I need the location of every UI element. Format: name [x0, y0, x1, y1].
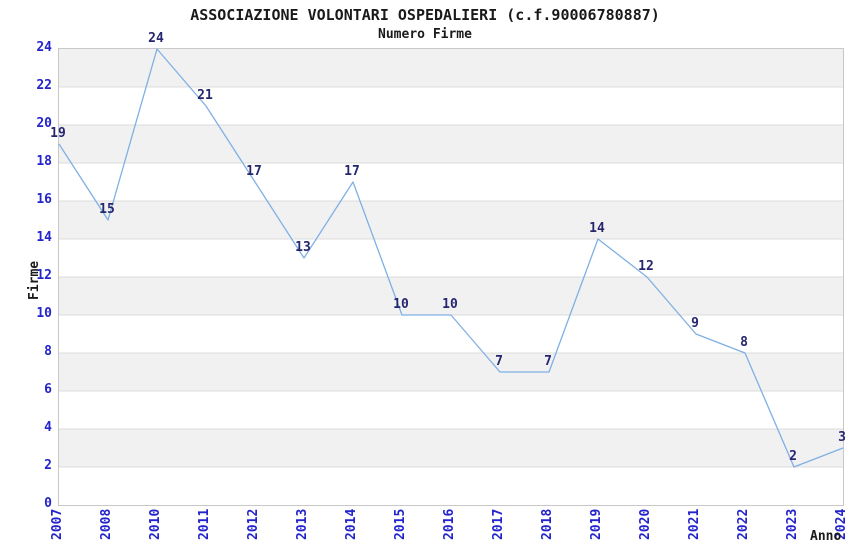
- plot-band: [59, 429, 843, 467]
- plot-band: [59, 49, 843, 87]
- data-point-label: 10: [442, 297, 458, 312]
- plot-band: [59, 315, 843, 353]
- y-tick-label: 4: [44, 420, 52, 435]
- y-tick-label: 24: [36, 40, 52, 55]
- y-tick-label: 6: [44, 382, 52, 397]
- y-tick-label: 2: [44, 458, 52, 473]
- data-point-label: 7: [544, 354, 552, 369]
- plot-band: [59, 163, 843, 201]
- y-tick-label: 8: [44, 344, 52, 359]
- chart-title: ASSOCIAZIONE VOLONTARI OSPEDALIERI (c.f.…: [190, 6, 660, 24]
- y-tick-label: 22: [36, 78, 52, 93]
- x-tick-label: 2010: [148, 508, 163, 540]
- y-tick-label: 10: [36, 306, 52, 321]
- plot-band: [59, 239, 843, 277]
- y-tick-label: 16: [36, 192, 52, 207]
- x-tick-label: 2008: [99, 508, 114, 540]
- plot-band: [59, 467, 843, 505]
- x-tick-label: 2019: [589, 508, 604, 540]
- plot-band: [59, 353, 843, 391]
- x-tick-label: 2023: [785, 508, 800, 540]
- x-tick-label: 2013: [295, 508, 310, 540]
- x-tick-label: 2014: [344, 508, 359, 540]
- x-tick-label: 2021: [687, 508, 702, 540]
- x-tick-label: 2015: [393, 508, 408, 540]
- x-axis-title: Anno: [810, 529, 842, 544]
- y-tick-label: 14: [36, 230, 52, 245]
- plot-area: [58, 48, 844, 506]
- y-tick-label: 12: [36, 268, 52, 283]
- data-point-label: 24: [148, 31, 164, 46]
- y-tick-label: 20: [36, 116, 52, 131]
- data-point-label: 15: [99, 202, 115, 217]
- data-point-label: 10: [393, 297, 409, 312]
- plot-band: [59, 201, 843, 239]
- line-chart-svg: [58, 48, 844, 505]
- plot-band: [59, 391, 843, 429]
- data-point-label: 13: [295, 240, 311, 255]
- data-point-label: 21: [197, 88, 213, 103]
- chart-subtitle: Numero Firme: [378, 27, 472, 42]
- data-point-label: 19: [50, 126, 66, 141]
- data-point-label: 3: [838, 430, 846, 445]
- x-tick-label: 2016: [442, 508, 457, 540]
- plot-band: [59, 87, 843, 125]
- x-tick-label: 2020: [638, 508, 653, 540]
- x-tick-label: 2007: [50, 508, 65, 540]
- data-point-label: 17: [246, 164, 262, 179]
- x-tick-label: 2017: [491, 508, 506, 540]
- data-point-label: 12: [638, 259, 654, 274]
- y-tick-label: 0: [44, 496, 52, 511]
- y-axis-title: Firme: [27, 260, 42, 300]
- series-line: [58, 48, 844, 468]
- x-tick-label: 2022: [736, 508, 751, 540]
- data-point-label: 9: [691, 316, 699, 331]
- plot-band: [59, 125, 843, 163]
- data-point-label: 7: [495, 354, 503, 369]
- x-tick-label: 2018: [540, 508, 555, 540]
- data-point-label: 17: [344, 164, 360, 179]
- data-point-label: 8: [740, 335, 748, 350]
- plot-band: [59, 277, 843, 315]
- x-tick-label: 2011: [197, 508, 212, 540]
- y-tick-label: 18: [36, 154, 52, 169]
- x-tick-label: 2012: [246, 508, 261, 540]
- data-point-label: 14: [589, 221, 605, 236]
- data-point-label: 2: [789, 449, 797, 464]
